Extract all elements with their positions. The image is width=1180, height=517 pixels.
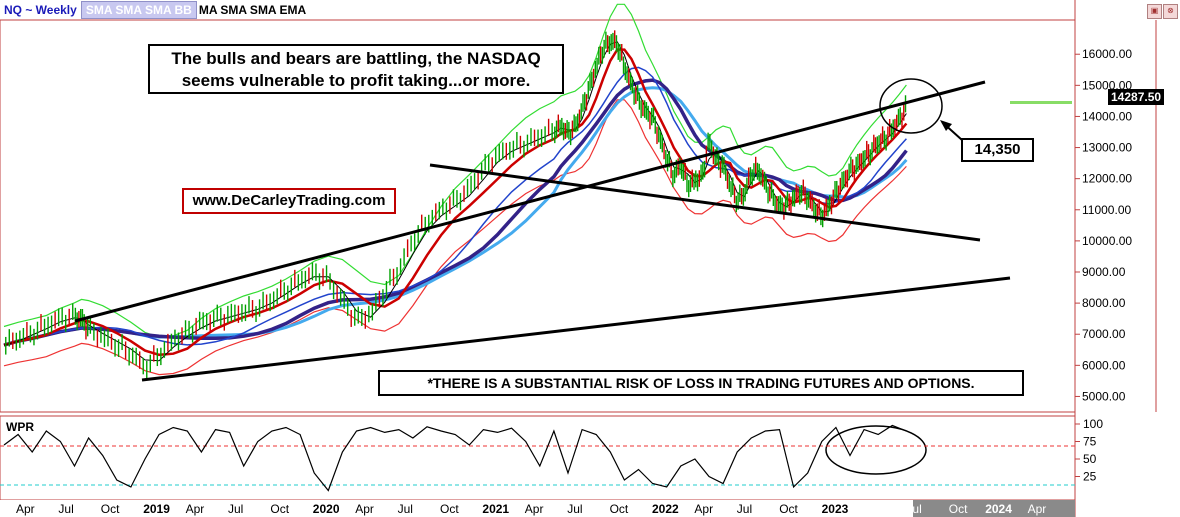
wpr-highlight-circle	[825, 425, 927, 475]
upper-resistance-trendline	[74, 80, 986, 323]
time-tick-label: Jul	[398, 502, 413, 516]
price-tick-label: 5000.00	[1082, 389, 1126, 403]
time-tick-label: 2019	[143, 502, 170, 516]
wpr-pane	[0, 415, 1076, 501]
bollinger-lower-band	[3, 99, 907, 376]
price-tick-label: 10000.00	[1082, 234, 1132, 248]
time-tick-label: 2024	[985, 502, 1012, 516]
sma-red-line	[3, 48, 908, 357]
wpr-tick-label: 25	[1083, 470, 1097, 484]
chart-title-bar: NQ ~ Weekly SMA SMA SMA BB MA SMA SMA EM…	[0, 0, 306, 20]
price-tick-label: 15000.00	[1082, 78, 1132, 92]
time-tick-label: 2022	[652, 502, 679, 516]
wpr-label: WPR	[6, 420, 34, 434]
price-tick-label: 6000.00	[1082, 358, 1126, 372]
symbol-label[interactable]: NQ ~ Weekly	[0, 3, 81, 17]
time-tick-label: Oct	[779, 502, 798, 516]
bollinger-upper-band	[3, 3, 907, 338]
wpr-tick-label: 75	[1083, 435, 1097, 449]
price-tick-label: 8000.00	[1082, 296, 1126, 310]
time-tick-label: 2020	[313, 502, 340, 516]
wpr-line	[3, 424, 907, 492]
lower-support-trendline	[141, 276, 1011, 382]
price-tick-label: 9000.00	[1082, 265, 1126, 279]
risk-disclaimer: *THERE IS A SUBSTANTIAL RISK OF LOSS IN …	[378, 370, 1024, 396]
last-price-badge: 14287.50	[1108, 89, 1165, 105]
time-tick-label: Oct	[949, 502, 968, 516]
time-tick-label: 2021	[482, 502, 509, 516]
price-tick-label: 12000.00	[1082, 172, 1132, 186]
time-tick-label: Jul	[228, 502, 243, 516]
time-tick-label: 2023	[822, 502, 849, 516]
indicators-list: MA SMA SMA EMA	[198, 3, 307, 17]
price-highlight-circle	[879, 78, 943, 134]
sma-fast-line	[3, 41, 907, 362]
headline-annotation: The bulls and bears are battling, the NA…	[148, 44, 564, 94]
time-tick-label: Oct	[270, 502, 289, 516]
time-tick-label: Apr	[864, 502, 883, 516]
time-axis-strip	[0, 500, 1075, 517]
callout-arrowhead	[940, 120, 952, 131]
descending-trendline	[429, 163, 981, 242]
wpr-tick-label: 100	[1083, 417, 1103, 431]
time-tick-label: Oct	[440, 502, 459, 516]
time-tick-label: Apr	[1028, 502, 1047, 516]
time-tick-label: Apr	[525, 502, 544, 516]
panel-close-icon[interactable]: ⊗	[1163, 4, 1178, 19]
time-tick-label: Oct	[101, 502, 120, 516]
price-tick-label: 14000.00	[1082, 109, 1132, 123]
future-axis-shade	[913, 500, 1075, 517]
time-tick-label: Apr	[186, 502, 205, 516]
price-tick-label: 11000.00	[1082, 203, 1131, 217]
wpr-tick-label: 50	[1083, 452, 1097, 466]
indicators-tag[interactable]: SMA SMA SMA BB	[80, 1, 197, 19]
sma-blue-line	[3, 66, 907, 346]
time-tick-label: Apr	[16, 502, 35, 516]
sma-light-blue-line	[3, 86, 908, 347]
time-tick-label: Jul	[737, 502, 752, 516]
last-price-marker	[1010, 101, 1072, 104]
time-tick-label: Apr	[355, 502, 374, 516]
time-tick-label: Jul	[567, 502, 582, 516]
panel-restore-icon[interactable]: ▣	[1147, 4, 1162, 19]
target-callout: 14,350	[961, 138, 1034, 162]
time-tick-label: Jul	[58, 502, 73, 516]
time-tick-label: Oct	[610, 502, 629, 516]
time-tick-label: Apr	[694, 502, 713, 516]
price-tick-label: 13000.00	[1082, 141, 1132, 155]
website-annotation[interactable]: www.DeCarleyTrading.com	[182, 188, 396, 214]
price-tick-label: 16000.00	[1082, 47, 1132, 61]
time-tick-label: Jul	[906, 502, 921, 516]
price-tick-label: 7000.00	[1082, 327, 1126, 341]
